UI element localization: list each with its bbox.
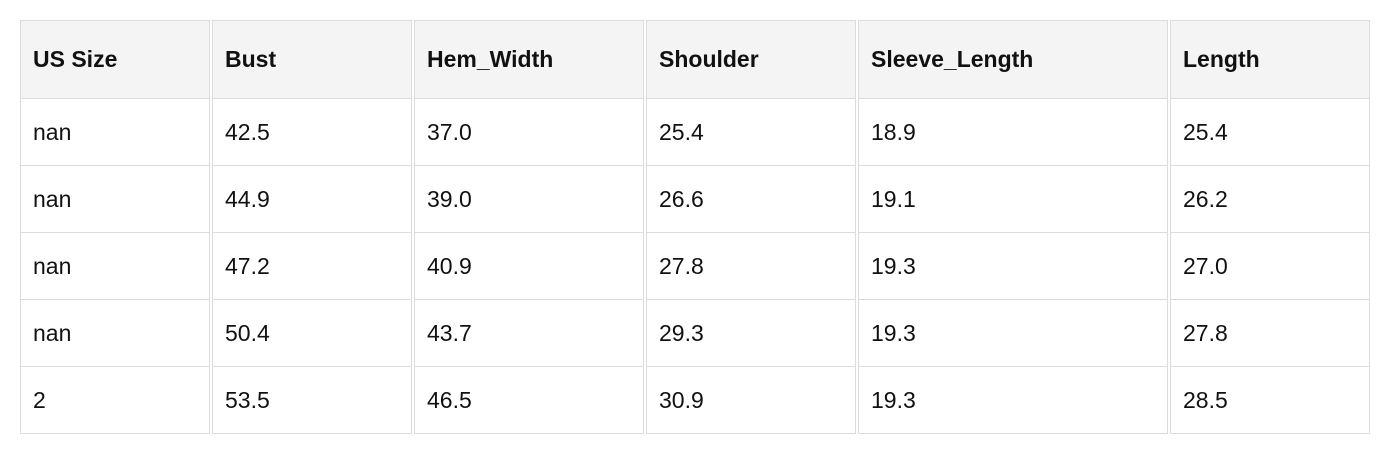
table-cell: 47.2 [212,233,412,300]
column-header: US Size [20,20,210,99]
table-cell: nan [20,300,210,367]
table-cell: 19.1 [858,166,1168,233]
size-table: US Size Bust Hem_Width Shoulder Sleeve_Lengt… [18,20,1372,434]
table-cell: 2 [20,367,210,434]
table-cell: 27.0 [1170,233,1370,300]
table-cell: 46.5 [414,367,644,434]
table-cell: 26.6 [646,166,856,233]
table-cell: 40.9 [414,233,644,300]
table-row: nan 50.4 43.7 29.3 19.3 27.8 [20,300,1370,367]
table-cell: 18.9 [858,99,1168,166]
column-header: Sleeve_Length [858,20,1168,99]
table-cell: 43.7 [414,300,644,367]
table-cell: 30.9 [646,367,856,434]
table-cell: nan [20,166,210,233]
table-cell: 26.2 [1170,166,1370,233]
table-cell: 28.5 [1170,367,1370,434]
table-cell: 27.8 [1170,300,1370,367]
table-cell: 37.0 [414,99,644,166]
table-cell: 27.8 [646,233,856,300]
table-row: nan 42.5 37.0 25.4 18.9 25.4 [20,99,1370,166]
table-cell: 53.5 [212,367,412,434]
column-header: Hem_Width [414,20,644,99]
table-row: 2 53.5 46.5 30.9 19.3 28.5 [20,367,1370,434]
table-cell: 25.4 [1170,99,1370,166]
table-cell: 19.3 [858,300,1168,367]
table-cell: 29.3 [646,300,856,367]
table-cell: 25.4 [646,99,856,166]
table-cell: 50.4 [212,300,412,367]
table-cell: 19.3 [858,367,1168,434]
table-row: nan 44.9 39.0 26.6 19.1 26.2 [20,166,1370,233]
column-header: Bust [212,20,412,99]
table-cell: 19.3 [858,233,1168,300]
table-cell: nan [20,99,210,166]
column-header: Shoulder [646,20,856,99]
table-cell: 39.0 [414,166,644,233]
table-cell: nan [20,233,210,300]
column-header: Length [1170,20,1370,99]
table-row: nan 47.2 40.9 27.8 19.3 27.0 [20,233,1370,300]
table-cell: 42.5 [212,99,412,166]
table-cell: 44.9 [212,166,412,233]
header-row: US Size Bust Hem_Width Shoulder Sleeve_Lengt… [20,20,1370,99]
